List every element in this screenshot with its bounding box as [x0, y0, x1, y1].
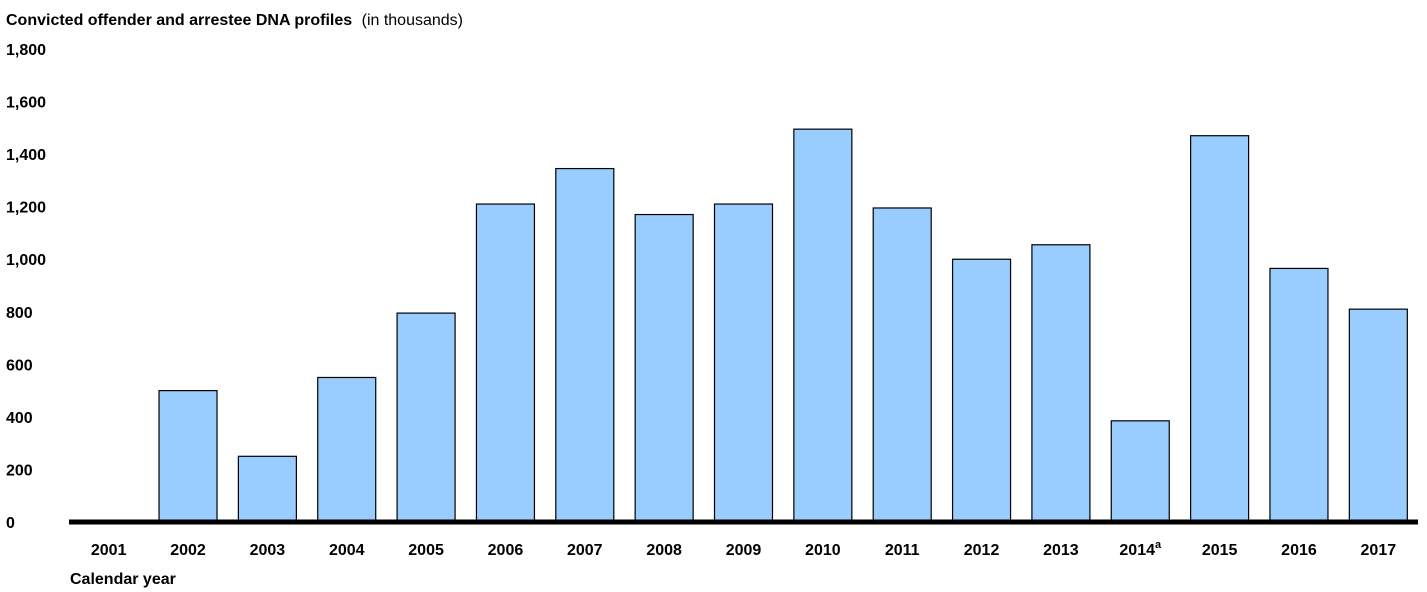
- y-tick-label: 1,800: [6, 42, 46, 59]
- bar-2017: [1348, 308, 1408, 523]
- bar-2010: [793, 128, 853, 523]
- y-tick-label: 1,400: [6, 147, 46, 164]
- x-tick-year: 2010: [805, 542, 841, 559]
- x-tick-label-2001: 2001: [91, 542, 127, 559]
- y-tick-label: 400: [6, 410, 33, 427]
- x-tick-label-2017: 2017: [1361, 542, 1397, 559]
- x-tick-label-2013: 2013: [1043, 542, 1079, 559]
- x-axis: 2001 2002 2003 2004 2005 2006 2007 2008 2009 2010…: [91, 539, 1396, 559]
- bar-2009: [713, 203, 774, 523]
- chart-title: Convicted offender and arrestee DNA prof…: [6, 12, 463, 29]
- x-tick-year: 2005: [408, 542, 444, 559]
- x-tick-label-2006: 2006: [488, 542, 524, 559]
- x-tick-year: 2003: [250, 542, 286, 559]
- x-tick-label-2011: 2011: [885, 542, 920, 559]
- y-tick-label: 0: [6, 515, 15, 532]
- x-tick-year: 2017: [1361, 542, 1397, 559]
- x-tick-label-2003: 2003: [250, 542, 286, 559]
- x-tick-year: 2014: [1119, 542, 1155, 559]
- bar-2013: [1031, 244, 1091, 523]
- bar-2004: [317, 376, 377, 523]
- bar-2016: [1269, 267, 1329, 523]
- x-tick-year: 2001: [91, 542, 127, 559]
- bar-2014: [1110, 420, 1170, 523]
- x-tick-label-2002: 2002: [170, 542, 206, 559]
- y-tick-label: 1,000: [6, 252, 46, 269]
- x-tick-year: 2002: [170, 542, 206, 559]
- x-tick-label-2009: 2009: [726, 542, 762, 559]
- bar-2007: [555, 167, 615, 523]
- x-tick-year: 2006: [488, 542, 524, 559]
- y-tick-label: 800: [6, 305, 33, 322]
- x-tick-year: 2015: [1202, 542, 1238, 559]
- x-tick-footnote-marker: a: [1155, 539, 1162, 551]
- x-tick-label-2005: 2005: [408, 542, 444, 559]
- y-axis: 0 200 400 600 800 1,000 1,200 1,400 1,600 1,800: [6, 42, 46, 532]
- x-tick-label-2007: 2007: [567, 542, 603, 559]
- bar-2005: [396, 312, 456, 523]
- x-tick-label-2004: 2004: [329, 542, 365, 559]
- x-tick-year: 2008: [646, 542, 682, 559]
- x-tick-label-2014: 2014a: [1119, 539, 1162, 559]
- y-tick-label: 600: [6, 357, 33, 374]
- x-tick-label-2015: 2015: [1202, 542, 1238, 559]
- bar-2011: [872, 207, 932, 523]
- bar-2006: [475, 203, 536, 523]
- bar-2003: [237, 455, 297, 523]
- x-tick-year: 2004: [329, 542, 365, 559]
- y-tick-label: 1,200: [6, 200, 46, 217]
- chart-title-main: Convicted offender and arrestee DNA prof…: [6, 12, 352, 29]
- x-tick-year: 2011: [885, 542, 920, 559]
- x-tick-label-2010: 2010: [805, 542, 841, 559]
- y-tick-label: 1,600: [6, 95, 46, 112]
- x-tick-year: 2012: [964, 542, 1000, 559]
- bar-2008: [634, 213, 694, 523]
- bar-2015: [1190, 135, 1250, 523]
- y-tick-label: 200: [6, 462, 33, 479]
- bar-2012: [951, 258, 1012, 523]
- x-tick-label-2012: 2012: [964, 542, 1000, 559]
- x-axis-label: Calendar year: [70, 571, 176, 588]
- x-tick-year: 2016: [1281, 542, 1317, 559]
- x-tick-label-2008: 2008: [646, 542, 682, 559]
- x-tick-year: 2013: [1043, 542, 1079, 559]
- bars: [158, 128, 1408, 523]
- chart-title-suffix: (in thousands): [362, 12, 463, 29]
- x-tick-year: 2009: [726, 542, 762, 559]
- x-tick-year: 2007: [567, 542, 603, 559]
- x-tick-label-2016: 2016: [1281, 542, 1317, 559]
- bar-2002: [158, 390, 218, 523]
